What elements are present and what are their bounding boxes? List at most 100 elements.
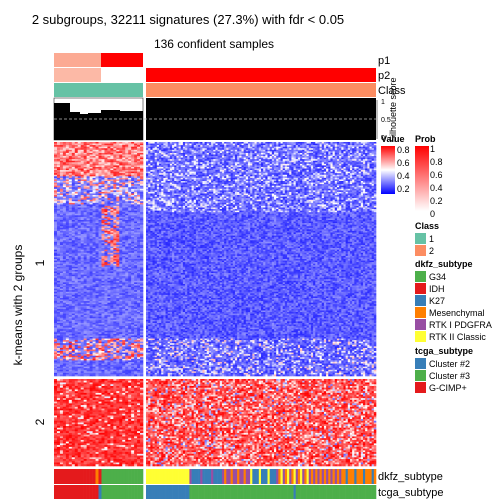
heatmap-cell (98, 205, 102, 208)
heatmap-cell (134, 240, 138, 243)
heatmap-cell (104, 187, 108, 190)
heatmap-cell (95, 215, 99, 218)
heatmap-cell (62, 149, 67, 152)
heatmap-cell (54, 184, 58, 186)
heatmap-cell (92, 170, 96, 172)
heatmap-cell (86, 220, 90, 222)
heatmap-cell (122, 271, 126, 274)
heatmap-cell (56, 142, 61, 144)
heatmap-cell (101, 149, 105, 152)
heatmap-cell (128, 276, 132, 279)
heatmap-cell (134, 229, 138, 232)
heatmap-cell (110, 288, 114, 291)
heatmap-cell (86, 185, 90, 188)
heatmap-cell (86, 168, 90, 171)
heatmap-cell (128, 279, 132, 282)
heatmap-cell (137, 287, 141, 289)
heatmap-cell (104, 151, 108, 154)
heatmap-cell (54, 227, 58, 230)
heatmap-cell (107, 238, 111, 241)
heatmap-cell (137, 151, 141, 154)
heatmap-cell (89, 196, 93, 199)
heatmap-cell (119, 260, 123, 263)
heatmap-cell (86, 249, 90, 252)
heatmap-cell (134, 298, 138, 300)
heatmap-cell (128, 181, 132, 183)
heatmap-cell (54, 163, 58, 166)
heatmap-cell (101, 201, 105, 204)
heatmap-cell (104, 296, 108, 299)
heatmap-cell (137, 182, 141, 185)
heatmap-cell (65, 185, 70, 188)
heatmap-cell (65, 177, 70, 180)
heatmap-cell (83, 268, 87, 271)
heatmap-cell (86, 374, 90, 377)
heatmap-cell (68, 271, 73, 274)
heatmap-cell (80, 185, 84, 188)
heatmap-cell (113, 235, 117, 238)
heatmap-cell (131, 212, 135, 215)
heatmap-cell (56, 190, 61, 193)
heatmap-cell (110, 273, 114, 275)
heatmap-cell (134, 181, 138, 183)
heatmap-cell (68, 181, 73, 183)
heatmap-cell (65, 193, 70, 196)
heatmap-cell (128, 218, 132, 221)
heatmap-cell (128, 240, 132, 243)
heatmap-cell (119, 212, 123, 215)
heatmap-cell (119, 276, 123, 279)
heatmap-cell (59, 154, 64, 157)
heatmap-cell (65, 248, 70, 250)
heatmap-cell (119, 223, 123, 225)
heatmap-cell (83, 254, 87, 257)
heatmap-cell (89, 218, 93, 221)
heatmap-cell (92, 151, 96, 154)
heatmap-cell (125, 269, 129, 272)
heatmap-cell (125, 291, 129, 294)
heatmap-cell (128, 251, 132, 254)
heatmap-cell (101, 257, 105, 260)
heatmap-cell (122, 244, 126, 247)
heatmap-cell (122, 268, 126, 271)
heatmap-cell (134, 179, 138, 182)
heatmap-cell (110, 184, 114, 186)
heatmap-cell (86, 160, 90, 163)
heatmap-cell (104, 269, 108, 272)
heatmap-cell (62, 232, 67, 235)
heatmap-cell (68, 174, 73, 177)
heatmap-cell (80, 207, 84, 210)
heatmap-cell (134, 252, 138, 255)
heatmap-cell (65, 142, 70, 144)
heatmap-cell (107, 224, 111, 227)
heatmap-cell (128, 248, 132, 250)
heatmap-cell (122, 266, 126, 269)
heatmap-cell (95, 190, 99, 193)
heatmap-cell (54, 204, 58, 207)
heatmap-cell (137, 265, 141, 268)
heatmap-cell (89, 156, 93, 158)
heatmap-cell (74, 201, 79, 204)
heatmap-cell (62, 216, 67, 219)
heatmap-cell (80, 201, 84, 204)
heatmap-cell (122, 146, 126, 149)
heatmap-cell (71, 165, 76, 168)
heatmap-cell (80, 252, 84, 255)
heatmap-cell (62, 159, 67, 162)
heatmap-cell (104, 173, 108, 176)
heatmap-cell (86, 229, 90, 232)
heatmap-cell (131, 202, 135, 205)
heatmap-cell (54, 177, 58, 180)
heatmap-cell (140, 216, 144, 219)
heatmap-cell (101, 252, 105, 255)
heatmap-cell (116, 241, 120, 244)
heatmap-cell (89, 179, 93, 182)
heatmap-cell (113, 221, 117, 224)
heatmap-cell (107, 287, 111, 289)
heatmap-cell (89, 163, 93, 166)
heatmap-cell (68, 244, 73, 247)
heatmap-cell (80, 238, 84, 241)
heatmap-cell (134, 269, 138, 272)
heatmap-cell (86, 156, 90, 158)
heatmap-cell (56, 215, 61, 218)
heatmap-cell (131, 171, 135, 174)
